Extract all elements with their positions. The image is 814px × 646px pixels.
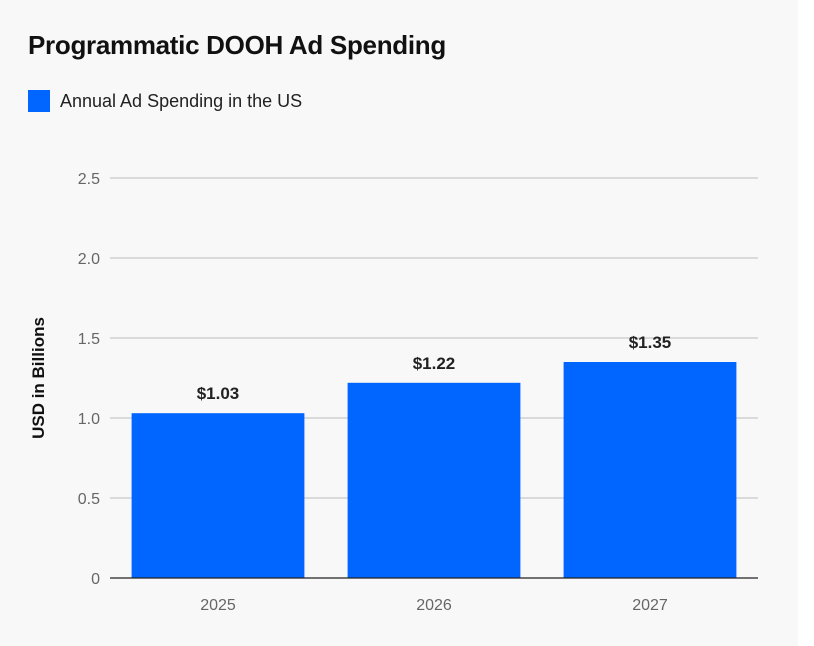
bar — [563, 362, 737, 578]
y-tick-label: 2.5 — [78, 171, 100, 188]
y-tick-label: 2.0 — [78, 251, 100, 268]
y-tick-label: 1.5 — [78, 331, 100, 348]
x-tick-label: 2027 — [632, 597, 668, 614]
x-tick-label: 2026 — [416, 597, 452, 614]
legend-label: Annual Ad Spending in the US — [60, 90, 303, 111]
data-label: $1.35 — [629, 333, 672, 352]
data-label: $1.22 — [413, 354, 456, 373]
y-tick-label: 0 — [91, 571, 100, 588]
y-tick-label: 0.5 — [78, 491, 100, 508]
bar — [347, 382, 521, 578]
y-tick-label: 1.0 — [78, 411, 100, 428]
x-tick-label: 2025 — [200, 597, 236, 614]
legend: Annual Ad Spending in the US — [28, 90, 302, 112]
legend-swatch — [28, 90, 50, 112]
bar — [131, 413, 305, 578]
chart-title: Programmatic DOOH Ad Spending — [28, 30, 446, 60]
data-label: $1.03 — [197, 384, 240, 403]
y-axis-title: USD in Billions — [29, 317, 48, 439]
